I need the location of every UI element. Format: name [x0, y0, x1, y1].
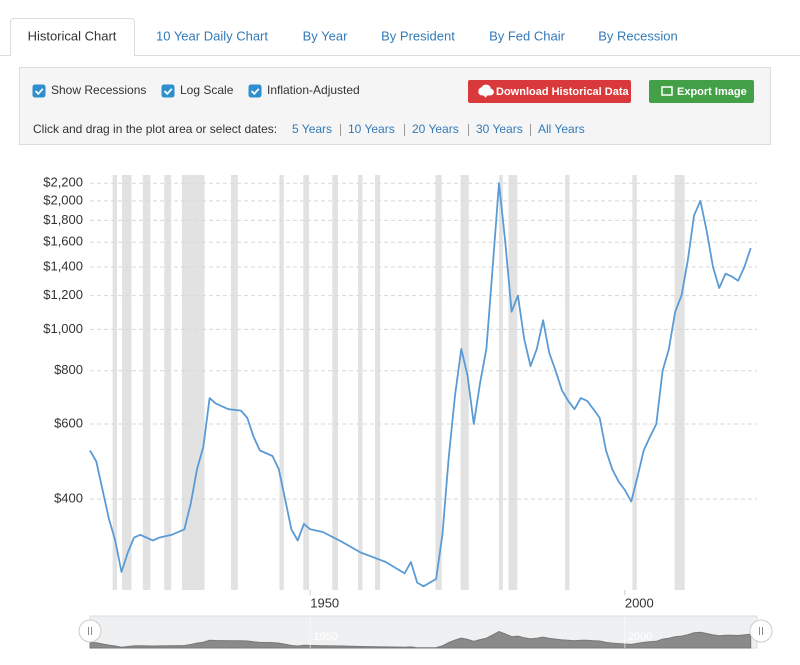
- controls: Show Recessions Log Scale Inflation-Adjust…: [32, 80, 754, 136]
- y-tick-label: $1,400: [43, 258, 83, 273]
- handle-grip: [759, 627, 763, 635]
- recession-band: [674, 175, 685, 590]
- button-label: Download Historical Data: [496, 86, 630, 98]
- tab[interactable]: By President: [381, 28, 455, 43]
- handle-circle: [78, 619, 102, 643]
- checkbox[interactable]: Inflation-Adjusted: [248, 83, 360, 98]
- range-link[interactable]: 5 Years: [292, 122, 332, 136]
- y-tick-label: $1,000: [43, 321, 83, 336]
- checkbox-check: [163, 88, 173, 96]
- recession-band: [112, 175, 118, 590]
- recession-band: [279, 175, 284, 590]
- recession-band: [499, 175, 503, 590]
- button-bg: [468, 80, 631, 103]
- recession-band: [375, 175, 381, 590]
- recession-band: [358, 175, 363, 590]
- recession-band: [460, 175, 469, 590]
- handle-circle: [749, 619, 773, 643]
- tab[interactable]: By Recession: [598, 28, 677, 43]
- y-tick-label: $800: [54, 362, 83, 377]
- chart: $400 $600 $800 $1,000 $1,200 $1,400 $1,600 $1,8…: [43, 175, 757, 610]
- price-line: [89, 182, 752, 588]
- navigator-handle[interactable]: [749, 619, 773, 643]
- recession-band: [142, 175, 151, 590]
- tab[interactable]: By Year: [303, 28, 348, 43]
- tab[interactable]: Historical Chart: [28, 28, 117, 43]
- y-tick-label: $1,200: [43, 287, 83, 302]
- recession-band: [181, 175, 205, 590]
- active-tab-frame: [10, 18, 135, 56]
- y-tick-label: $2,200: [43, 175, 83, 190]
- navigator-handle[interactable]: [78, 619, 102, 643]
- checkbox-label: Show Recessions: [51, 83, 146, 97]
- image-icon: [661, 86, 673, 96]
- x-tick-label: 2000: [625, 595, 654, 610]
- range-link[interactable]: 10 Years: [348, 122, 395, 136]
- checkbox-check: [250, 88, 260, 96]
- y-tick-label: $400: [54, 491, 83, 506]
- checkbox-label: Inflation-Adjusted: [267, 83, 360, 97]
- button-label: Export Image: [677, 86, 747, 98]
- recession-band: [303, 175, 309, 590]
- navigator-tick-label: 1950: [313, 631, 337, 643]
- recession-band: [332, 175, 338, 590]
- checkbox-box: [161, 84, 175, 98]
- recession-band: [164, 175, 172, 590]
- y-tick-label: $600: [54, 415, 83, 430]
- range-link[interactable]: 20 Years: [412, 122, 459, 136]
- controls-panel: [19, 67, 771, 145]
- tab[interactable]: 10 Year Daily Chart: [156, 28, 268, 43]
- navigator-tick-label: 2000: [628, 631, 652, 643]
- range-link[interactable]: All Years: [538, 122, 585, 136]
- recession-band: [565, 175, 570, 590]
- recession-band: [122, 175, 132, 590]
- x-tick-label: 1950: [310, 595, 339, 610]
- recession-band: [435, 175, 442, 590]
- recession-band: [508, 175, 518, 590]
- range-link[interactable]: 30 Years: [476, 122, 523, 136]
- recession-band: [632, 175, 637, 590]
- tab[interactable]: By Fed Chair: [489, 28, 566, 43]
- range-prompt: Click and drag in the plot area or selec…: [33, 122, 277, 136]
- y-tick-label: $2,000: [43, 192, 83, 207]
- checkbox-box: [248, 84, 262, 98]
- tab-bar: Historical Chart 10 Year Daily Chart By Ye…: [28, 28, 678, 43]
- y-tick-label: $1,600: [43, 234, 83, 249]
- handle-grip: [88, 627, 92, 635]
- checkbox-label: Log Scale: [180, 83, 234, 97]
- y-tick-label: $1,800: [43, 212, 83, 227]
- checkbox-check: [34, 88, 44, 96]
- navigator-area: [89, 630, 752, 649]
- recession-band: [230, 175, 238, 590]
- navigator: 1950 2000: [78, 615, 773, 649]
- button[interactable]: Download Historical Data: [468, 80, 631, 103]
- checkbox[interactable]: Show Recessions: [32, 83, 146, 98]
- checkbox[interactable]: Log Scale: [161, 83, 234, 98]
- checkbox-box: [32, 84, 46, 98]
- button[interactable]: Export Image: [649, 80, 754, 103]
- button-bg: [649, 80, 754, 103]
- download-icon: [478, 84, 494, 98]
